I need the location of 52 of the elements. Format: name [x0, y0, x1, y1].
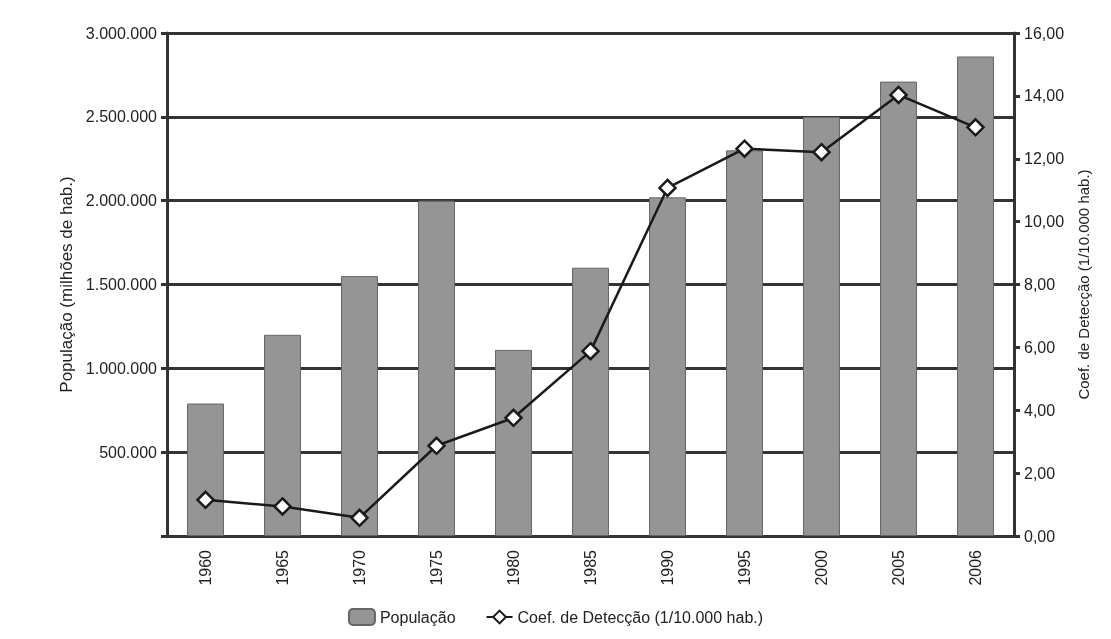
- y2-tick-label: 0,00: [1024, 527, 1056, 545]
- point: [658, 178, 677, 198]
- y2-tick-label: 14,00: [1024, 87, 1065, 105]
- point: [196, 490, 215, 510]
- bar: [187, 403, 224, 536]
- y2-tick-label: 6,00: [1024, 338, 1056, 356]
- x-tick-label: 1990: [659, 549, 676, 586]
- bar: [495, 349, 532, 536]
- bar: [726, 150, 763, 536]
- legend-label: População: [379, 608, 456, 626]
- y2-tick-label: 10,00: [1024, 213, 1065, 231]
- x-tick-label: 1965: [274, 549, 291, 586]
- bar: [264, 334, 301, 536]
- point: [350, 508, 369, 528]
- y-tick-label: 500.000: [99, 443, 158, 461]
- x-tick-label: 2000: [813, 549, 830, 586]
- y-tick-label: 1.000.000: [85, 359, 158, 377]
- bar: [803, 116, 840, 536]
- x-tick-label: 2005: [890, 549, 907, 586]
- y2-tick-label: 16,00: [1024, 24, 1065, 42]
- y-tick-label: 1.500.000: [85, 276, 158, 293]
- x-tick-label: 1980: [505, 549, 522, 586]
- point: [735, 139, 754, 158]
- bar: [957, 56, 994, 536]
- point: [889, 85, 908, 105]
- x-tick-label: 2006: [967, 549, 984, 586]
- x-tick-label: 1970: [351, 549, 368, 586]
- bar: [341, 276, 378, 536]
- y-tick-label: 2.000.000: [85, 192, 158, 210]
- point: [812, 142, 831, 162]
- x-tick-label: 1975: [428, 549, 445, 586]
- point: [504, 408, 523, 428]
- x-tick-label: 1985: [582, 549, 599, 586]
- point: [581, 341, 600, 361]
- bar: [880, 81, 917, 536]
- y2-tick-label: 8,00: [1024, 276, 1056, 293]
- legend-label: Coef. de Detecção (1/10.000 hab.): [517, 608, 764, 626]
- bar: [418, 200, 455, 536]
- y2-tick-label: 12,00: [1024, 150, 1065, 168]
- bar: [649, 197, 686, 536]
- y2-tick-label: 4,00: [1024, 401, 1056, 419]
- bar: [572, 267, 609, 536]
- y-axis-title: População (milhões de hab.): [56, 176, 76, 393]
- x-tick-label: 1960: [197, 549, 214, 586]
- point: [273, 497, 292, 516]
- point: [966, 118, 985, 137]
- y-tick-label: 2.500.000: [85, 108, 158, 126]
- y-tick-label: 3.000.000: [85, 24, 158, 42]
- y2-axis-title: Coef. de Detecção (1/10.000 hab.): [1075, 169, 1092, 400]
- point: [427, 436, 446, 456]
- y2-tick-label: 2,00: [1024, 464, 1056, 482]
- x-tick-label: 1995: [736, 549, 753, 586]
